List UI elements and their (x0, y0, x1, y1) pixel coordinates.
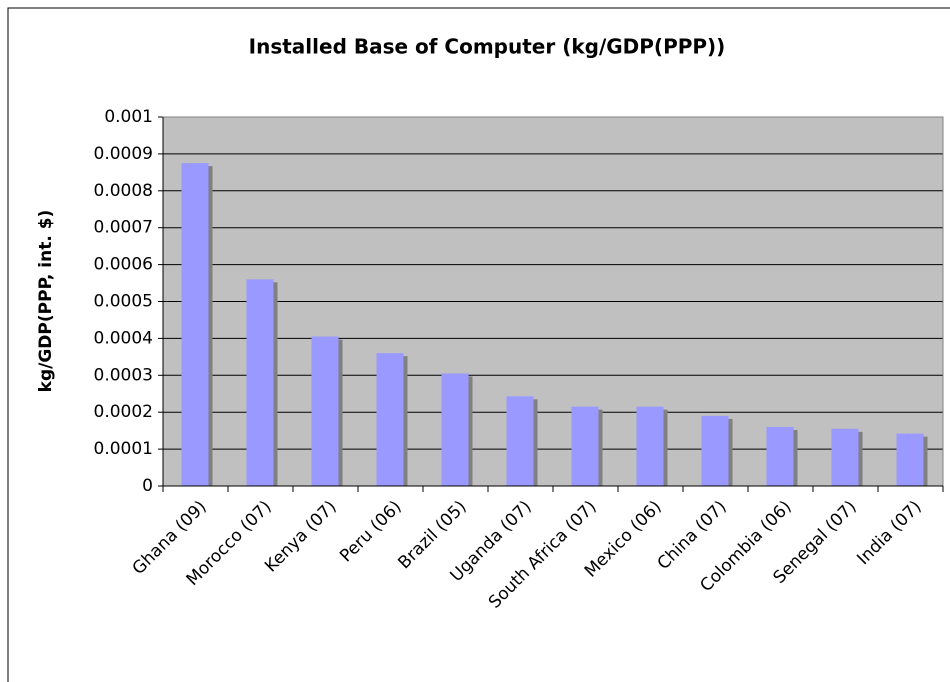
bar (571, 406, 599, 486)
bar (831, 428, 859, 486)
bar (506, 396, 534, 486)
y-tick-label: 0.0007 (94, 218, 153, 238)
y-tick-label: 0.0002 (94, 402, 153, 422)
chart-title: Installed Base of Computer (kg/GDP(PPP)) (249, 35, 726, 59)
y-tick-label: 0.0004 (94, 328, 153, 348)
bar (441, 373, 469, 486)
bar (896, 433, 924, 486)
y-tick-label: 0.0005 (94, 292, 153, 312)
y-tick-label: 0.0003 (94, 365, 153, 385)
bar (701, 415, 729, 486)
y-axis-label: kg/GDP(PPP, int. $) (36, 210, 56, 393)
bar (636, 406, 664, 486)
bar (376, 353, 404, 486)
y-tick-label: 0.0001 (94, 439, 153, 459)
bar (311, 336, 339, 486)
y-tick-label: 0.001 (104, 107, 153, 127)
y-tick-label: 0.0008 (94, 181, 153, 201)
bar (181, 163, 209, 486)
bar (246, 279, 274, 486)
y-tick-label: 0.0006 (94, 255, 153, 275)
y-tick-label: 0 (142, 476, 153, 496)
bar (766, 426, 794, 486)
y-tick-label: 0.0009 (94, 144, 153, 164)
